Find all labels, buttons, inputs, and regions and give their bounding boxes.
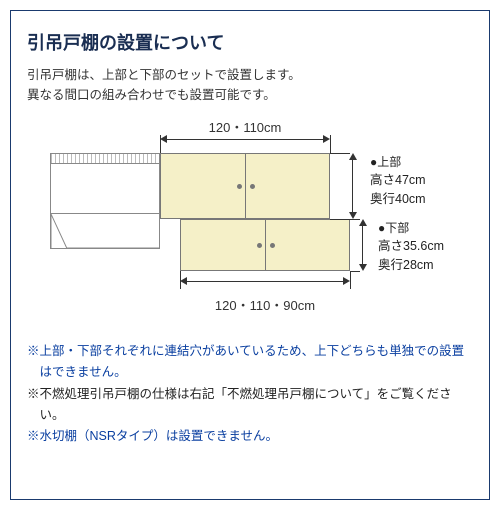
- door-divider: [265, 220, 266, 270]
- panel-title: 引吊戸棚の設置について: [27, 29, 473, 55]
- lower-cabinet: [180, 219, 350, 271]
- spec-depth: 奥行40cm: [370, 190, 426, 209]
- range-hood: [50, 153, 160, 249]
- info-panel: 引吊戸棚の設置について 引吊戸棚は、上部と下部のセットで設置します。 異なる間口…: [10, 10, 490, 500]
- door-knob-icon: [250, 184, 255, 189]
- cabinet-diagram: 120・110cm: [30, 117, 470, 337]
- intro-line-2: 異なる間口の組み合わせでも設置可能です。: [27, 85, 473, 105]
- door-knob-icon: [257, 243, 262, 248]
- spec-label: ●上部: [370, 153, 426, 171]
- upper-height-dimension: [348, 153, 358, 219]
- dim-tick: [330, 135, 331, 153]
- spec-label: ●下部: [378, 219, 444, 237]
- door-knob-icon: [237, 184, 242, 189]
- door-divider: [245, 154, 246, 218]
- upper-cabinet: [160, 153, 330, 219]
- note-3: ※水切棚（NSRタイプ）は設置できません。: [27, 426, 473, 447]
- door-knob-icon: [270, 243, 275, 248]
- notes: ※上部・下部それぞれに連結穴があいているため、上下どちらも単独での設置はできませ…: [27, 341, 473, 447]
- upper-spec: ●上部 高さ47cm 奥行40cm: [370, 153, 426, 209]
- note-1: ※上部・下部それぞれに連結穴があいているため、上下どちらも単独での設置はできませ…: [27, 341, 473, 384]
- spec-height: 高さ35.6cm: [378, 237, 444, 256]
- lower-height-dimension: [358, 219, 368, 271]
- dim-extension: [330, 219, 360, 220]
- intro-line-1: 引吊戸棚は、上部と下部のセットで設置します。: [27, 65, 473, 85]
- hood-slope: [51, 214, 159, 248]
- hood-grille: [51, 154, 159, 164]
- bottom-dimension-label: 120・110・90cm: [180, 295, 350, 314]
- top-dimension-label: 120・110cm: [160, 117, 330, 136]
- top-dimension-line: [160, 139, 330, 149]
- spec-depth: 奥行28cm: [378, 256, 444, 275]
- bottom-dimension-line: [180, 281, 350, 291]
- dim-extension: [330, 153, 350, 154]
- spec-height: 高さ47cm: [370, 171, 426, 190]
- hood-face: [51, 164, 159, 214]
- intro-text: 引吊戸棚は、上部と下部のセットで設置します。 異なる間口の組み合わせでも設置可能…: [27, 65, 473, 105]
- note-2: ※不燃処理引吊戸棚の仕様は右記「不燃処理吊戸棚について」をご覧ください。: [27, 384, 473, 427]
- dim-extension: [350, 271, 360, 272]
- lower-spec: ●下部 高さ35.6cm 奥行28cm: [378, 219, 444, 275]
- dim-tick: [350, 271, 351, 289]
